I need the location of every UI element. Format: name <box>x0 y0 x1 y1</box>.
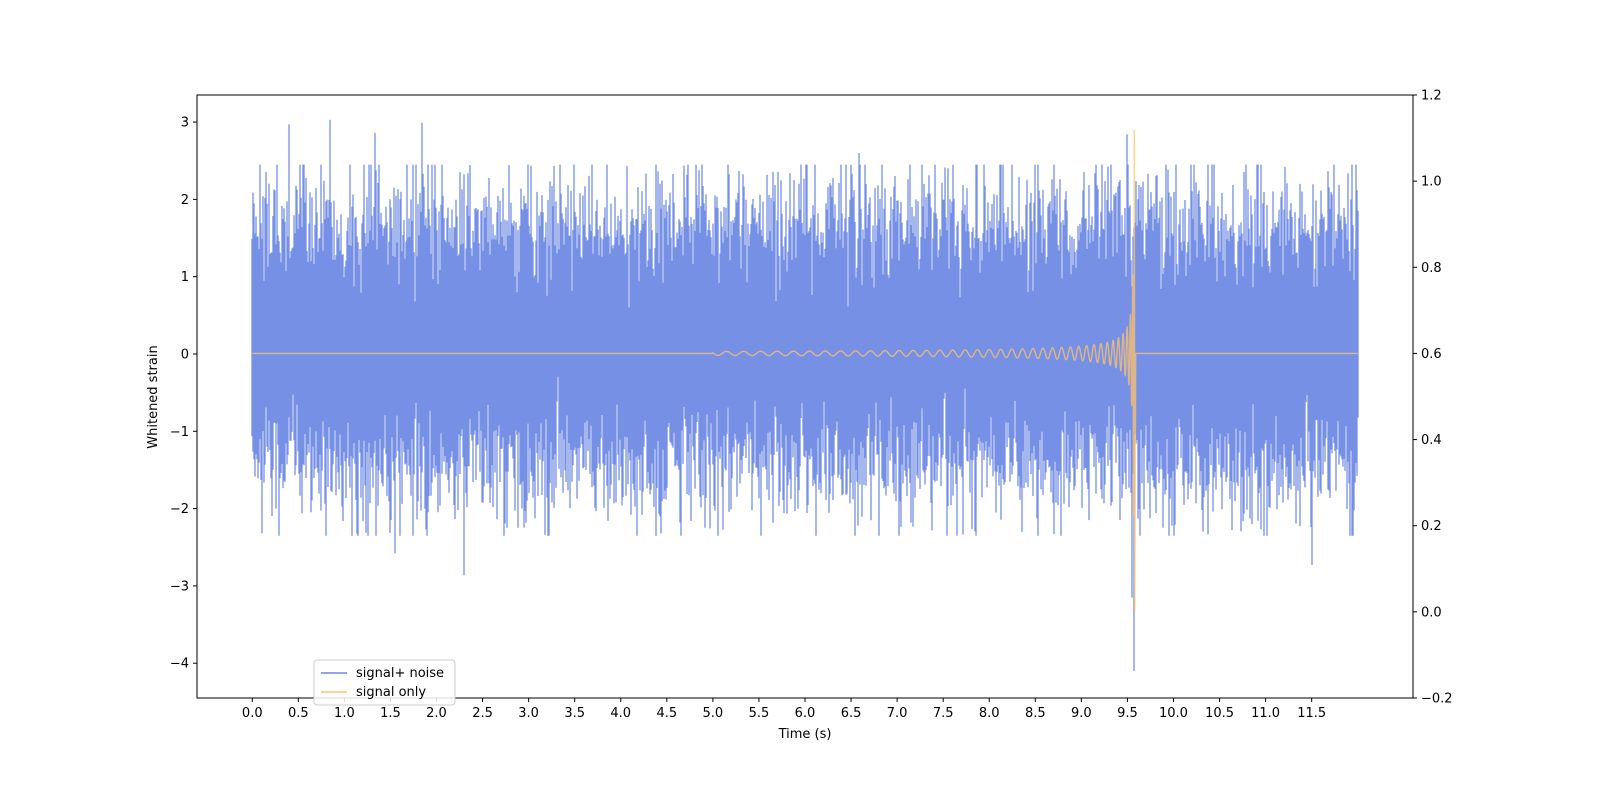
x-axis: 0.0 0.5 1.0 1.5 2.0 2.5 3.0 3.5 4.0 4.5 5.0 5.5 6.0 6… <box>242 698 1326 721</box>
legend-label-signal-noise: signal+ noise <box>356 666 444 681</box>
x-tick-label: 5.0 <box>703 706 724 721</box>
legend-box <box>313 659 456 706</box>
y-tick-label: −2 <box>170 502 189 517</box>
noise-trace <box>251 119 1359 671</box>
y-tick-label: 1 <box>181 270 189 285</box>
x-tick-label: 10.5 <box>1205 706 1234 721</box>
y2-tick-label: 1.0 <box>1421 175 1442 190</box>
x-tick-label: 4.5 <box>656 706 677 721</box>
y-axis-right: 1.2 1.0 0.8 0.6 0.4 0.2 0.0 −0.2 <box>1413 89 1453 707</box>
y2-tick-label: 0.8 <box>1421 261 1442 276</box>
legend: signal+ noise signal only <box>313 659 456 706</box>
x-tick-label: 7.5 <box>933 706 954 721</box>
x-tick-label: 5.5 <box>749 706 770 721</box>
x-tick-label: 2.5 <box>472 706 493 721</box>
y2-tick-label: 0.2 <box>1421 519 1442 534</box>
x-tick-label: 11.5 <box>1297 706 1326 721</box>
x-axis-label: Time (s) <box>778 727 832 742</box>
y-tick-label: 0 <box>181 347 189 362</box>
series-signal-only <box>252 129 1358 612</box>
x-tick-label: 9.0 <box>1071 706 1092 721</box>
y-tick-label: 2 <box>181 193 189 208</box>
legend-label-signal-only: signal only <box>356 685 426 700</box>
x-tick-label: 1.0 <box>334 706 355 721</box>
x-tick-label: 11.0 <box>1251 706 1280 721</box>
y-tick-label: −3 <box>170 579 189 594</box>
x-tick-label: 3.0 <box>518 706 539 721</box>
y-tick-label: 3 <box>181 116 189 131</box>
x-tick-label: 7.0 <box>887 706 908 721</box>
x-tick-label: 6.5 <box>841 706 862 721</box>
y-axis-label: Whitened strain <box>146 345 161 448</box>
y2-tick-label: 0.4 <box>1421 433 1442 448</box>
x-tick-label: 0.5 <box>288 706 309 721</box>
y-tick-label: −4 <box>170 657 189 672</box>
x-tick-label: 1.5 <box>380 706 401 721</box>
signal-trace <box>252 129 1358 612</box>
x-tick-label: 8.0 <box>979 706 1000 721</box>
x-tick-label: 0.0 <box>242 706 263 721</box>
x-tick-label: 2.0 <box>426 706 447 721</box>
x-tick-label: 10.0 <box>1159 706 1188 721</box>
x-tick-label: 8.5 <box>1025 706 1046 721</box>
series-signal-noise <box>251 119 1359 671</box>
y2-tick-label: −0.2 <box>1421 692 1453 707</box>
y2-tick-label: 0.0 <box>1421 605 1442 620</box>
x-tick-label: 3.5 <box>564 706 585 721</box>
x-tick-label: 4.0 <box>610 706 631 721</box>
x-tick-label: 9.5 <box>1117 706 1138 721</box>
y-axis-left: 3 2 1 0 −1 −2 −3 −4 <box>170 116 197 672</box>
x-tick-label: 6.0 <box>795 706 816 721</box>
y2-tick-label: 1.2 <box>1421 89 1442 104</box>
plot-area <box>251 119 1359 671</box>
y2-tick-label: 0.6 <box>1421 347 1442 362</box>
y-tick-label: −1 <box>170 425 189 440</box>
